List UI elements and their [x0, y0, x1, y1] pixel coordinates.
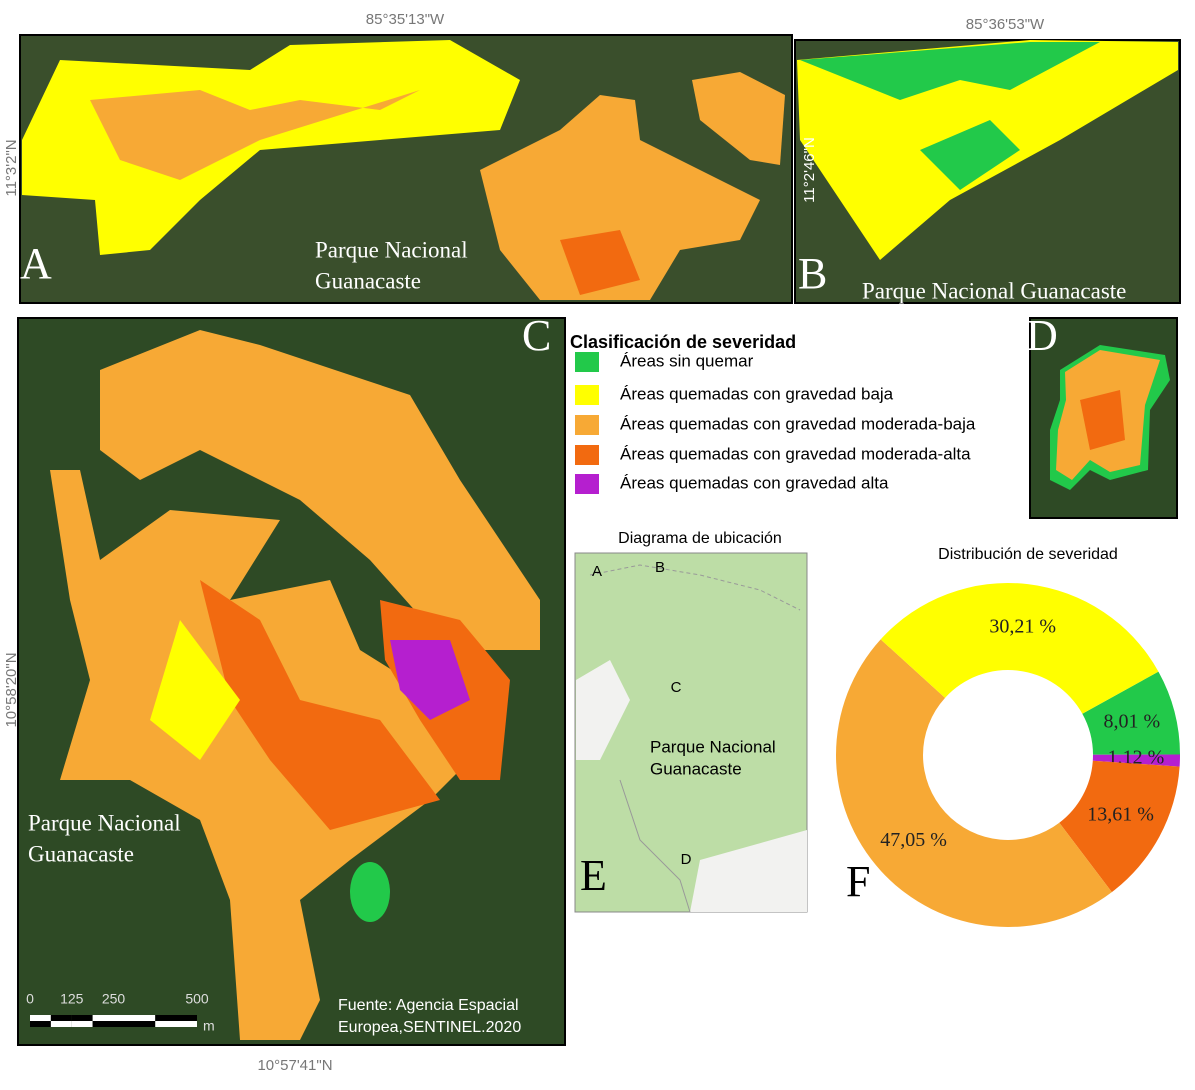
place-label: Guanacaste [650, 759, 742, 778]
place-label: Parque Nacional [315, 237, 468, 262]
value-label: 13,61 % [1087, 803, 1154, 825]
legend-swatch [575, 352, 599, 372]
longitude-label: 10°57'41"N [257, 1057, 332, 1074]
source-text: Europea,SENTINEL.2020 [338, 1019, 521, 1036]
legend-label: Áreas quemadas con gravedad alta [620, 473, 889, 492]
scale-segment [30, 1021, 51, 1027]
burn-area [692, 72, 785, 165]
location-marker: A [592, 563, 602, 580]
burn-area [22, 40, 520, 255]
place-label: Parque Nacional Guanacaste [862, 278, 1126, 303]
donut-segment [1082, 671, 1180, 755]
scale-segment [113, 1015, 156, 1021]
longitude-label: 85°36'53"W [966, 16, 1045, 33]
outside-area [576, 660, 630, 760]
scale-tick-label: 500 [185, 991, 209, 1007]
scale-tick-label: 125 [60, 991, 84, 1007]
donut-segment [1059, 760, 1180, 893]
legend-title: Clasificación de severidad [570, 332, 796, 352]
burn-area [150, 620, 240, 760]
place-label: Guanacaste [28, 841, 134, 866]
scale-segment [71, 1021, 93, 1027]
burn-area [560, 230, 640, 295]
scale-tick-label: 0 [26, 991, 34, 1007]
burn-area [1080, 390, 1125, 450]
legend-swatch [575, 474, 599, 494]
burn-area [350, 862, 390, 922]
diagram-title: Diagrama de ubicación [618, 530, 782, 547]
burn-area [800, 42, 1100, 100]
place-label: Parque Nacional [28, 810, 181, 835]
panel-label: B [798, 249, 827, 298]
location-marker: B [655, 559, 665, 576]
legend-swatch [575, 385, 599, 405]
scale-segment [71, 1015, 93, 1021]
burn-area [90, 90, 420, 180]
scale-unit: m [203, 1018, 215, 1034]
burn-area [390, 640, 470, 720]
burn-area [480, 95, 760, 300]
legend-label: Áreas quemadas con gravedad moderada-baj… [620, 414, 976, 433]
panel-label: F [846, 857, 870, 906]
legend-swatch [575, 445, 599, 465]
scale-bar: 0 125 250 500 m [26, 991, 215, 1034]
outside-area [690, 830, 807, 912]
location-marker: C [671, 679, 682, 696]
donut-segment [836, 639, 1112, 927]
burn-area [100, 330, 540, 650]
scale-segment [50, 1021, 72, 1027]
scale-segment [155, 1021, 197, 1027]
value-label: 8,01 % [1104, 710, 1161, 732]
burn-area [50, 470, 470, 1040]
source-text: Fuente: Agencia Espacial [338, 997, 519, 1014]
scale-segment [155, 1015, 197, 1021]
legend-label: Áreas sin quemar [620, 351, 754, 370]
map-b: 11°2'46"N B Parque Nacional Guanacaste [794, 39, 1181, 304]
donut-segment [880, 583, 1159, 714]
scale-tick-label: 250 [102, 991, 126, 1007]
donut-segment [1092, 754, 1180, 767]
donut-chart: 8,01 %1,12 %13,61 %47,05 %30,21 % [836, 583, 1180, 927]
panel-label: C [522, 311, 551, 360]
place-label: Guanacaste [315, 268, 421, 293]
legend-label: Áreas quemadas con gravedad baja [620, 384, 894, 403]
burn-area [200, 580, 440, 830]
scale-segment [50, 1015, 72, 1021]
burn-area [920, 120, 1020, 190]
panel-label: A [20, 239, 52, 288]
legend-swatch [575, 415, 599, 435]
map-e: A B C D Parque Nacional Guanacaste E [574, 552, 808, 913]
scale-segment [92, 1015, 114, 1021]
map-a: A Parque Nacional Guanacaste [19, 34, 793, 304]
latitude-label: 11°2'46"N [801, 137, 818, 203]
longitude-label: 85°35'13"W [366, 11, 445, 28]
legend-label: Áreas quemadas con gravedad moderada-alt… [620, 444, 971, 463]
location-marker: D [681, 851, 692, 868]
latitude-label: 10°58'20"N [3, 652, 20, 727]
map-c: C Parque Nacional Guanacaste Fuente: Age… [17, 311, 566, 1046]
map-d: D [1026, 311, 1178, 519]
place-label: Parque Nacional [650, 737, 776, 756]
chart-title: Distribución de severidad [938, 546, 1118, 563]
scale-segment [92, 1021, 114, 1027]
legend: Áreas sin quemar Áreas quemadas con grave… [575, 351, 976, 494]
scale-segment [30, 1015, 51, 1021]
value-label: 47,05 % [880, 829, 947, 851]
scale-segment [113, 1021, 156, 1027]
value-label: 30,21 % [989, 615, 1056, 637]
panel-label: E [580, 851, 607, 900]
road [619, 779, 691, 913]
panel-label: D [1026, 311, 1058, 360]
latitude-label: 11°3'2"N [3, 139, 20, 196]
